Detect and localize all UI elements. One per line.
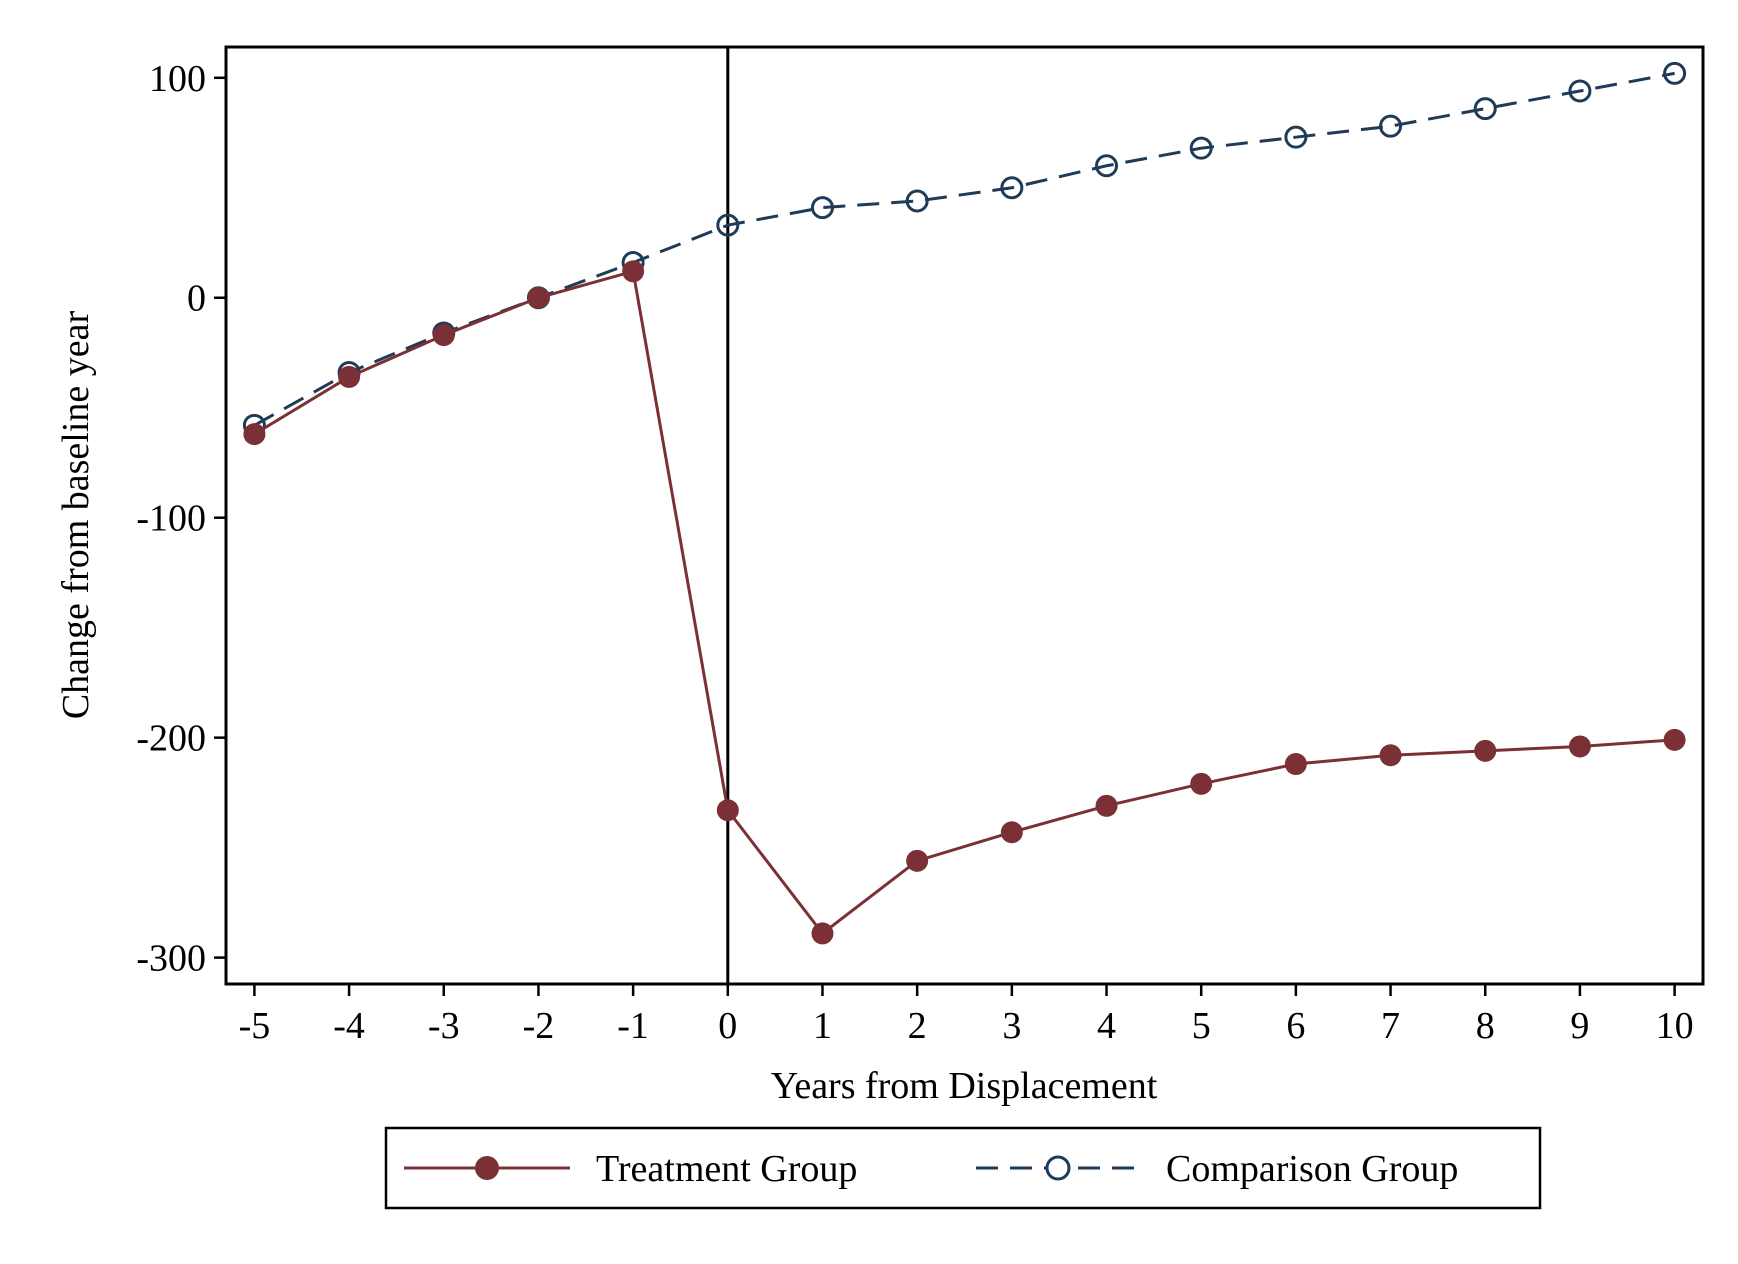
data-point-treatment [432, 324, 455, 347]
legend-entry-comparison: Comparison Group [976, 1148, 1458, 1190]
x-tick-label: 3 [1002, 1005, 1021, 1047]
y-tick-label: -100 [136, 498, 206, 540]
data-point-comparison [1568, 79, 1592, 103]
x-tick-label: -3 [428, 1005, 460, 1047]
x-tick-label: 8 [1476, 1005, 1495, 1047]
x-tick-label: -2 [523, 1005, 555, 1047]
data-point-treatment [622, 260, 645, 283]
plot-frame [224, 45, 1705, 986]
data-point-comparison [810, 196, 834, 220]
data-point-treatment [811, 922, 834, 945]
data-point-comparison [1473, 97, 1497, 121]
x-tick-label: 2 [908, 1005, 927, 1047]
y-tick-label: 100 [149, 58, 206, 100]
data-point-treatment [1379, 744, 1402, 767]
legend-treatment-marker [475, 1156, 499, 1180]
data-point-treatment [1284, 753, 1307, 776]
y-tick-label: 0 [187, 278, 206, 320]
data-point-comparison [1000, 176, 1024, 200]
x-axis: -5 -4 -3 -2 -1 0 1 2 3 4 5 6 7 8 9 10 [239, 984, 1694, 1047]
series-treatment [243, 260, 1686, 945]
x-tick-label: 6 [1286, 1005, 1305, 1047]
data-point-comparison [1095, 154, 1119, 178]
series-comparison [242, 61, 1687, 437]
x-tick-label: 5 [1192, 1005, 1211, 1047]
series-line-comparison [253, 71, 1675, 427]
legend-frame [384, 1126, 1542, 1210]
data-point-treatment [716, 799, 739, 822]
x-axis-title: Years from Displacement [771, 1065, 1158, 1107]
data-point-comparison [1284, 125, 1308, 149]
x-tick-label: -4 [333, 1005, 365, 1047]
x-tick-label: -1 [617, 1005, 649, 1047]
legend-entry-treatment: Treatment Group [404, 1148, 857, 1190]
x-tick-label: 7 [1381, 1005, 1400, 1047]
x-tick-label: 9 [1570, 1005, 1589, 1047]
data-point-comparison [1189, 136, 1213, 160]
x-tick-label: 1 [813, 1005, 832, 1047]
series-layer [242, 61, 1687, 945]
data-point-comparison [716, 213, 740, 237]
data-point-comparison [1379, 114, 1403, 138]
x-tick-label: 10 [1656, 1005, 1694, 1047]
legend: Treatment Group Comparison Group [384, 1126, 1542, 1210]
data-point-treatment [1000, 821, 1023, 844]
data-point-treatment [243, 423, 266, 446]
data-point-treatment [338, 365, 361, 388]
data-point-treatment [1095, 794, 1118, 817]
y-axis: 100 0 -100 -200 -300 [136, 58, 226, 980]
data-point-comparison [1663, 61, 1687, 85]
x-tick-label: 4 [1097, 1005, 1116, 1047]
series-line-treatment [253, 269, 1675, 936]
legend-treatment-label: Treatment Group [596, 1148, 857, 1190]
data-point-treatment [1190, 772, 1213, 795]
legend-comparison-label: Comparison Group [1166, 1148, 1458, 1190]
data-point-treatment [527, 286, 550, 309]
data-point-treatment [1568, 735, 1591, 758]
y-axis-title: Change from baseline year [55, 310, 97, 719]
y-tick-label: -200 [136, 718, 206, 760]
x-tick-label: -5 [239, 1005, 271, 1047]
y-tick-label: -300 [136, 938, 206, 980]
data-point-treatment [906, 849, 929, 872]
x-tick-label: 0 [718, 1005, 737, 1047]
data-point-comparison [905, 189, 929, 213]
data-point-treatment [1474, 739, 1497, 762]
legend-comparison-marker [1045, 1155, 1071, 1181]
data-point-treatment [1663, 728, 1686, 751]
plot-area [224, 45, 1705, 986]
